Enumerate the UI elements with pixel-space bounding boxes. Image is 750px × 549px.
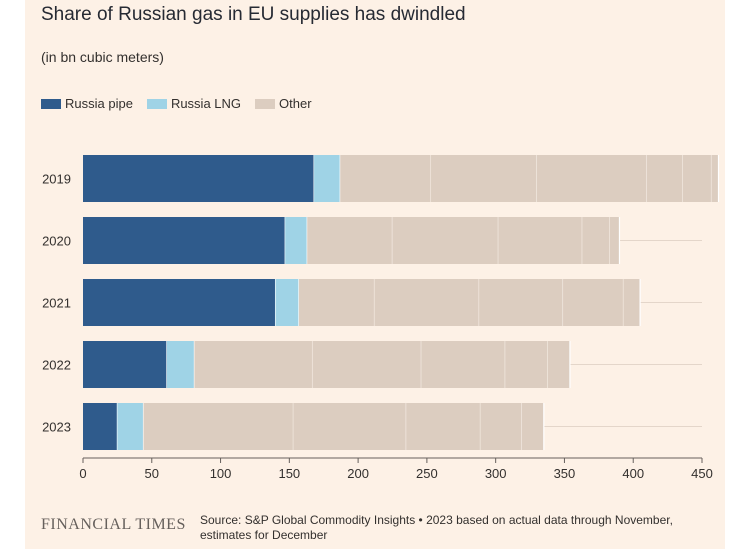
legend-label: Russia LNG — [170, 96, 242, 111]
bar-segment-other — [711, 155, 719, 202]
bar-segment-other — [682, 155, 712, 202]
chart-subtitle: (in bn cubic meters) — [41, 49, 164, 65]
legend-label: Russia pipe — [65, 96, 133, 111]
bar-segment-other — [498, 217, 583, 264]
bar-segment-other — [421, 341, 506, 388]
category-label: 2020 — [42, 234, 71, 249]
bar-segment-other — [194, 341, 313, 388]
bar-segment-russia-pipe — [83, 279, 276, 326]
x-tick-label: 400 — [622, 466, 644, 481]
x-tick-label: 350 — [554, 466, 576, 481]
category-label: 2021 — [42, 296, 71, 311]
x-tick-label: 300 — [485, 466, 507, 481]
bar-segment-other — [563, 279, 624, 326]
bar-segment-other — [646, 155, 683, 202]
bar-segment-other — [293, 403, 407, 450]
bar-segment-other — [143, 403, 294, 450]
bar-segment-other — [431, 155, 537, 202]
legend-label: Other — [279, 96, 312, 111]
legend-item-russia-pipe: Russia pipe — [41, 96, 133, 111]
legend-swatch — [255, 98, 276, 109]
bar-segment-russia-lng — [314, 155, 341, 202]
bar-segment-russia-lng — [285, 217, 308, 264]
bar-segment-other — [536, 155, 647, 202]
chart-title: Share of Russian gas in EU supplies has … — [41, 4, 466, 25]
bar-segment-russia-pipe — [83, 341, 167, 388]
bar-segment-other — [582, 217, 610, 264]
x-tick-label: 150 — [278, 466, 300, 481]
category-label: 2023 — [42, 420, 71, 435]
bar-segment-russia-lng — [166, 341, 195, 388]
bar-segment-other — [480, 403, 522, 450]
bar-segment-other — [298, 279, 375, 326]
bar-segment-other — [406, 403, 481, 450]
bar-segment-other — [623, 279, 641, 326]
category-label: 2019 — [42, 172, 71, 187]
stacked-bar-chart: 2019 2020 2021 2022 2023 0 50 100 150 200 250 300 35… — [42, 155, 720, 481]
bar-segment-other — [479, 279, 564, 326]
bar-segment-other — [312, 341, 422, 388]
x-tick-label: 200 — [347, 466, 369, 481]
bar-segment-other — [392, 217, 499, 264]
bar-segment-russia-lng — [117, 403, 144, 450]
legend-swatch — [41, 98, 61, 109]
bar-segment-other — [547, 341, 570, 388]
category-label: 2022 — [42, 358, 71, 373]
chart-card: Share of Russian gas in EU supplies has … — [25, 0, 725, 549]
legend-item-russia-lng: Russia LNG — [146, 96, 242, 111]
bar-segment-russia-pipe — [83, 155, 315, 202]
ft-brand-logo: FINANCIAL TIMES — [41, 516, 186, 533]
x-tick-label: 250 — [416, 466, 438, 481]
bar-segment-other — [505, 341, 548, 388]
bar-segment-other — [521, 403, 544, 450]
bar-segment-other — [609, 217, 620, 264]
legend: Russia pipe Russia LNG Other — [41, 96, 326, 111]
bar-segment-russia-pipe — [83, 403, 118, 450]
x-tick-label: 450 — [691, 466, 713, 481]
legend-item-other: Other — [255, 96, 312, 111]
bar-segment-other — [307, 217, 393, 264]
source-note: Source: S&P Global Commodity Insights • … — [200, 513, 673, 542]
bar-segment-russia-lng — [275, 279, 299, 326]
bar-segment-russia-pipe — [83, 217, 286, 264]
legend-swatch — [146, 98, 167, 109]
x-tick-label: 50 — [145, 466, 159, 481]
bar-segment-other — [374, 279, 480, 326]
x-tick-label: 0 — [79, 466, 86, 481]
bar-segment-other — [340, 155, 432, 202]
x-tick-label: 100 — [210, 466, 232, 481]
